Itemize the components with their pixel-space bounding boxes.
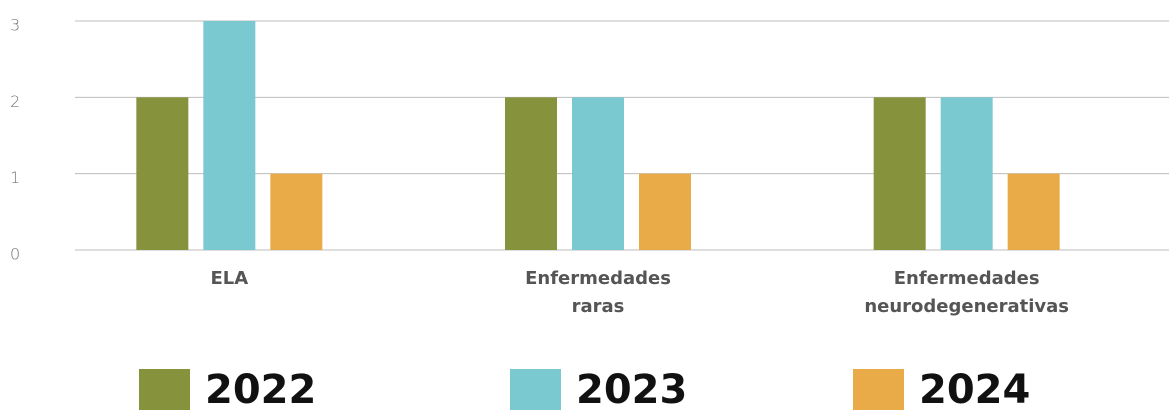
y-tick-label: 0 (10, 245, 20, 264)
bar (1007, 173, 1060, 250)
bar (136, 97, 189, 250)
bar (270, 173, 323, 250)
x-tick-label: Enfermedades neurodegenerativas (864, 268, 1070, 317)
bar (572, 97, 624, 250)
legend-swatch (139, 369, 190, 410)
legend-label: 2023 (576, 367, 687, 412)
x-tick-label: Enfermedades raras (525, 268, 671, 317)
legend-swatch (510, 369, 561, 410)
bar (940, 97, 993, 250)
bar (639, 173, 691, 250)
bar (505, 97, 557, 250)
x-tick-label: ELA (210, 268, 249, 289)
legend-label: 2022 (205, 367, 316, 412)
y-tick-label: 1 (10, 168, 20, 187)
y-tick-label: 3 (10, 16, 20, 35)
y-tick-label: 2 (10, 92, 20, 111)
legend-label: 2024 (919, 367, 1030, 412)
bar (203, 21, 256, 250)
bar (873, 97, 926, 250)
legend-swatch (853, 369, 904, 410)
